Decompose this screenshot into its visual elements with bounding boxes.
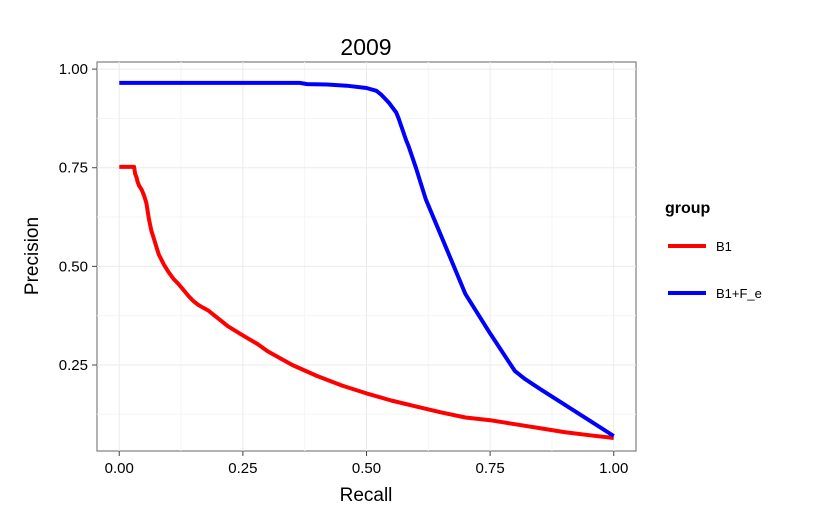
y-axis: 0.25 0.50 0.75 1.00	[59, 61, 97, 374]
major-grid	[97, 62, 636, 451]
x-tick-label: 0.25	[228, 460, 257, 477]
x-tick-label: 0.75	[476, 460, 505, 477]
y-axis-title: Precision	[22, 217, 43, 295]
legend-label: B1+F_e	[716, 286, 762, 301]
y-tick-label: 0.25	[59, 357, 88, 374]
legend-label: B1	[716, 239, 732, 254]
chart-title: 2009	[340, 34, 391, 60]
x-tick-label: 0.00	[105, 460, 134, 477]
y-tick-label: 1.00	[59, 61, 88, 78]
y-tick-label: 0.75	[59, 160, 88, 177]
x-axis-title: Recall	[340, 485, 393, 506]
x-tick-label: 1.00	[599, 460, 628, 477]
x-tick-label: 0.50	[352, 460, 381, 477]
series-lines	[119, 80, 615, 440]
y-tick-label: 0.50	[59, 258, 88, 275]
x-axis: 0.00 0.25 0.50 0.75 1.00	[105, 451, 628, 477]
series-line-b1-f-e	[119, 80, 615, 438]
legend-title: group	[665, 200, 711, 217]
legend: group B1 B1+F_e	[665, 200, 762, 301]
series-line-b1	[119, 164, 614, 440]
